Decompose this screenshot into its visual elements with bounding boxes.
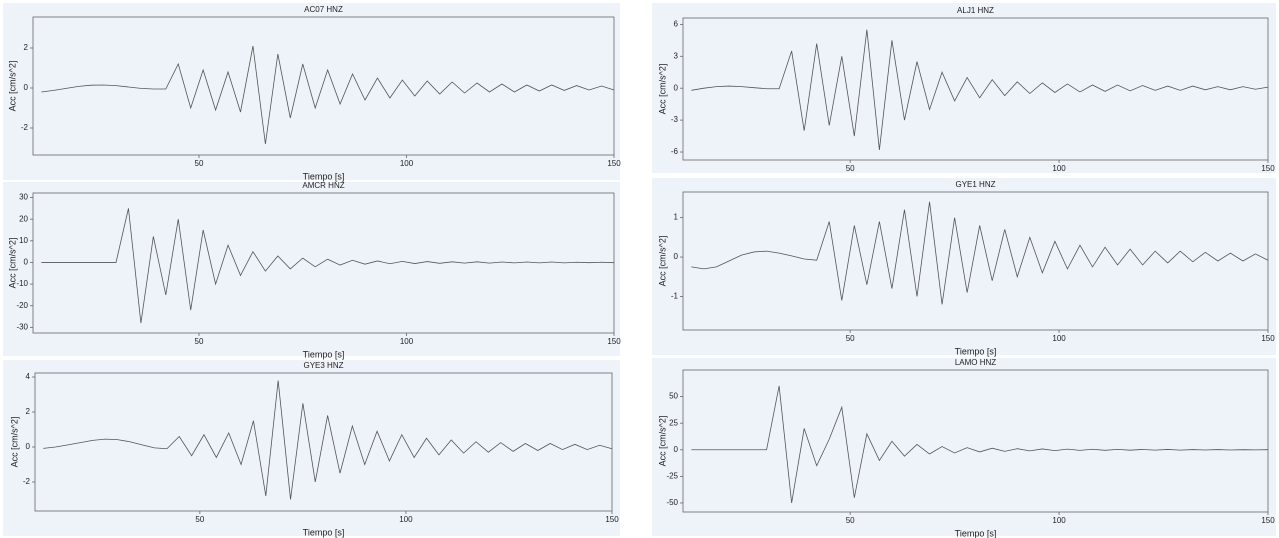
y-tick-label: 20 — [19, 214, 28, 223]
y-tick-label: 25 — [669, 418, 678, 427]
x-tick-label: 150 — [1261, 164, 1275, 173]
y-tick-label: -10 — [16, 279, 28, 288]
x-axis-label: Tiempo [s] — [955, 346, 997, 356]
y-tick-label: 50 — [669, 392, 678, 401]
plot-frame — [682, 369, 1269, 513]
x-tick-label: 150 — [605, 515, 619, 524]
panel-title: AMCR HNZ — [302, 181, 344, 190]
y-tick-label: -30 — [16, 322, 28, 331]
x-tick-label: 50 — [846, 516, 855, 525]
panel-title: GYE3 HNZ — [303, 361, 343, 370]
y-axis-label: Acc [cm/s^2] — [7, 238, 17, 289]
y-tick-label: 0 — [26, 442, 31, 451]
y-tick-label: 0 — [674, 252, 679, 261]
x-tick-label: 150 — [607, 159, 621, 168]
y-axis-label: Acc [cm/s^2] — [657, 416, 667, 467]
x-tick-label: 50 — [195, 515, 204, 524]
x-tick-label: 100 — [1052, 164, 1066, 173]
panel-title: AC07 HNZ — [304, 5, 343, 14]
y-tick-label: 2 — [24, 43, 29, 52]
x-tick-label: 100 — [1052, 516, 1066, 525]
x-axis-label: Tiempo [s] — [303, 527, 345, 537]
y-tick-label: -6 — [671, 147, 679, 156]
y-tick-label: 3 — [674, 51, 679, 60]
y-tick-label: 0 — [24, 258, 29, 267]
panel-title: LAMO HNZ — [955, 358, 996, 367]
panel-title: ALJ1 HNZ — [957, 6, 994, 15]
x-tick-label: 100 — [399, 515, 413, 524]
x-tick-label: 150 — [1261, 334, 1275, 343]
waveform — [41, 208, 615, 324]
x-axis-label: Tiempo [s] — [303, 171, 345, 181]
x-tick-label: 100 — [1052, 334, 1066, 343]
y-tick-label: 1 — [674, 213, 679, 222]
y-tick-label: -2 — [21, 123, 29, 132]
waveform — [691, 29, 1269, 150]
y-tick-label: -20 — [16, 301, 28, 310]
x-axis-label: Tiempo [s] — [955, 528, 997, 538]
waveform — [691, 201, 1269, 305]
y-axis-label: Acc [cm/s^2] — [9, 417, 19, 468]
plot-frame — [32, 192, 615, 334]
y-tick-label: 2 — [26, 407, 31, 416]
y-tick-label: -25 — [666, 471, 678, 480]
y-axis-label: Acc [cm/s^2] — [657, 64, 667, 115]
plot-frame — [682, 191, 1269, 331]
waveform — [691, 385, 1269, 504]
y-tick-label: 6 — [674, 19, 679, 28]
y-tick-label: -50 — [666, 498, 678, 507]
y-tick-label: -2 — [23, 477, 31, 486]
plot-frame — [32, 16, 615, 156]
plot-frame — [682, 17, 1269, 161]
y-tick-label: 30 — [19, 193, 28, 202]
x-tick-label: 150 — [607, 337, 621, 346]
x-tick-label: 50 — [195, 159, 204, 168]
x-axis-label: Tiempo [s] — [303, 349, 345, 359]
x-tick-label: 100 — [400, 159, 414, 168]
y-tick-label: 0 — [674, 445, 679, 454]
waveform — [43, 380, 613, 500]
y-tick-label: -1 — [671, 292, 679, 301]
y-tick-label: 4 — [26, 372, 31, 381]
x-tick-label: 50 — [846, 164, 855, 173]
y-axis-label: Acc [cm/s^2] — [7, 61, 17, 112]
x-tick-label: 100 — [400, 337, 414, 346]
x-tick-label: 150 — [1261, 516, 1275, 525]
x-tick-label: 50 — [195, 337, 204, 346]
waveform — [41, 45, 615, 145]
y-tick-label: -3 — [671, 115, 679, 124]
y-tick-label: 10 — [19, 236, 28, 245]
y-axis-label: Acc [cm/s^2] — [657, 236, 667, 287]
y-tick-label: 0 — [674, 83, 679, 92]
x-tick-label: 50 — [846, 334, 855, 343]
y-tick-label: 0 — [24, 83, 29, 92]
plot-frame — [34, 372, 613, 512]
panel-title: GYE1 HNZ — [955, 180, 995, 189]
